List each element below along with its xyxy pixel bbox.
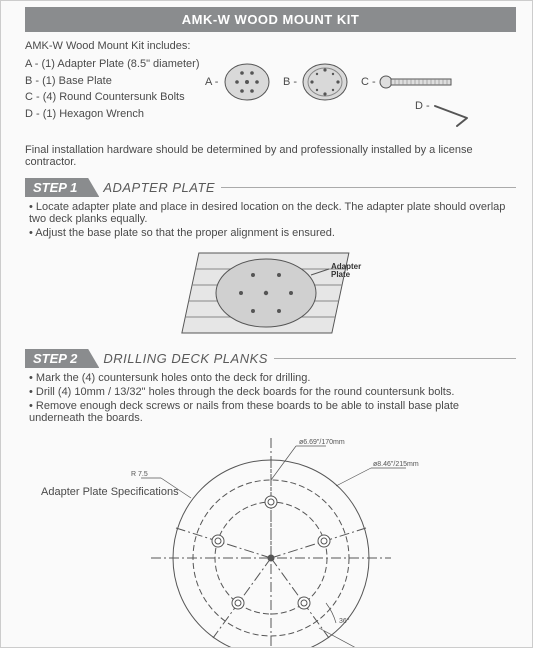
adapter-label2: Plate xyxy=(331,270,351,279)
step1-bullet: • Locate adapter plate and place in desi… xyxy=(29,201,516,225)
dim-r: R 7.5 xyxy=(131,471,148,478)
step2-bullet: • Mark the (4) countersunk holes onto th… xyxy=(29,372,516,384)
dim2: ø8.46"/215mm xyxy=(373,461,419,468)
deck-illustration: Adapter Plate xyxy=(161,243,381,343)
step2-bullet: • Remove enough deck screws or nails fro… xyxy=(29,400,516,424)
final-note: Final installation hardware should be de… xyxy=(25,144,516,168)
label-c: C - xyxy=(361,76,376,88)
page-title: AMK-W WOOD MOUNT KIT xyxy=(25,7,516,32)
kit-item-c: C - (4) Round Countersunk Bolts xyxy=(25,89,205,106)
kit-graphics: A - B - C - xyxy=(205,56,516,136)
step2-flag: STEP 2 xyxy=(25,349,99,368)
step1-bullet: • Adjust the base plate so that the prop… xyxy=(29,227,516,239)
wrench-icon xyxy=(433,104,473,128)
divider xyxy=(221,187,516,188)
label-a: A - xyxy=(205,76,218,88)
adapter-plate-icon xyxy=(223,58,271,106)
base-plate-icon xyxy=(301,58,349,106)
step2-title: DRILLING DECK PLANKS xyxy=(103,351,268,366)
label-d: D - xyxy=(415,100,430,112)
kit-item-b: B - (1) Base Plate xyxy=(25,73,205,90)
intro-text: AMK-W Wood Mount Kit includes: xyxy=(25,40,516,52)
kit-list: A - (1) Adapter Plate (8.5" diameter) B … xyxy=(25,56,205,136)
step1-title: ADAPTER PLATE xyxy=(103,180,215,195)
step1-flag: STEP 1 xyxy=(25,178,99,197)
dim1: ø6.69"/170mm xyxy=(299,439,345,446)
spec-diagram: ø6.69"/170mm ø8.46"/215mm ø4.72"/120mm R… xyxy=(101,428,441,648)
bolt-icon xyxy=(379,74,459,90)
label-b: B - xyxy=(283,76,297,88)
kit-item-a: A - (1) Adapter Plate (8.5" diameter) xyxy=(25,56,205,73)
divider xyxy=(274,358,516,359)
dim-angle: 36° xyxy=(339,617,350,625)
kit-item-d: D - (1) Hexagon Wrench xyxy=(25,106,205,123)
step2-bullet: • Drill (4) 10mm / 13/32" holes through … xyxy=(29,386,516,398)
spec-title: Adapter Plate Specifications xyxy=(41,486,179,498)
